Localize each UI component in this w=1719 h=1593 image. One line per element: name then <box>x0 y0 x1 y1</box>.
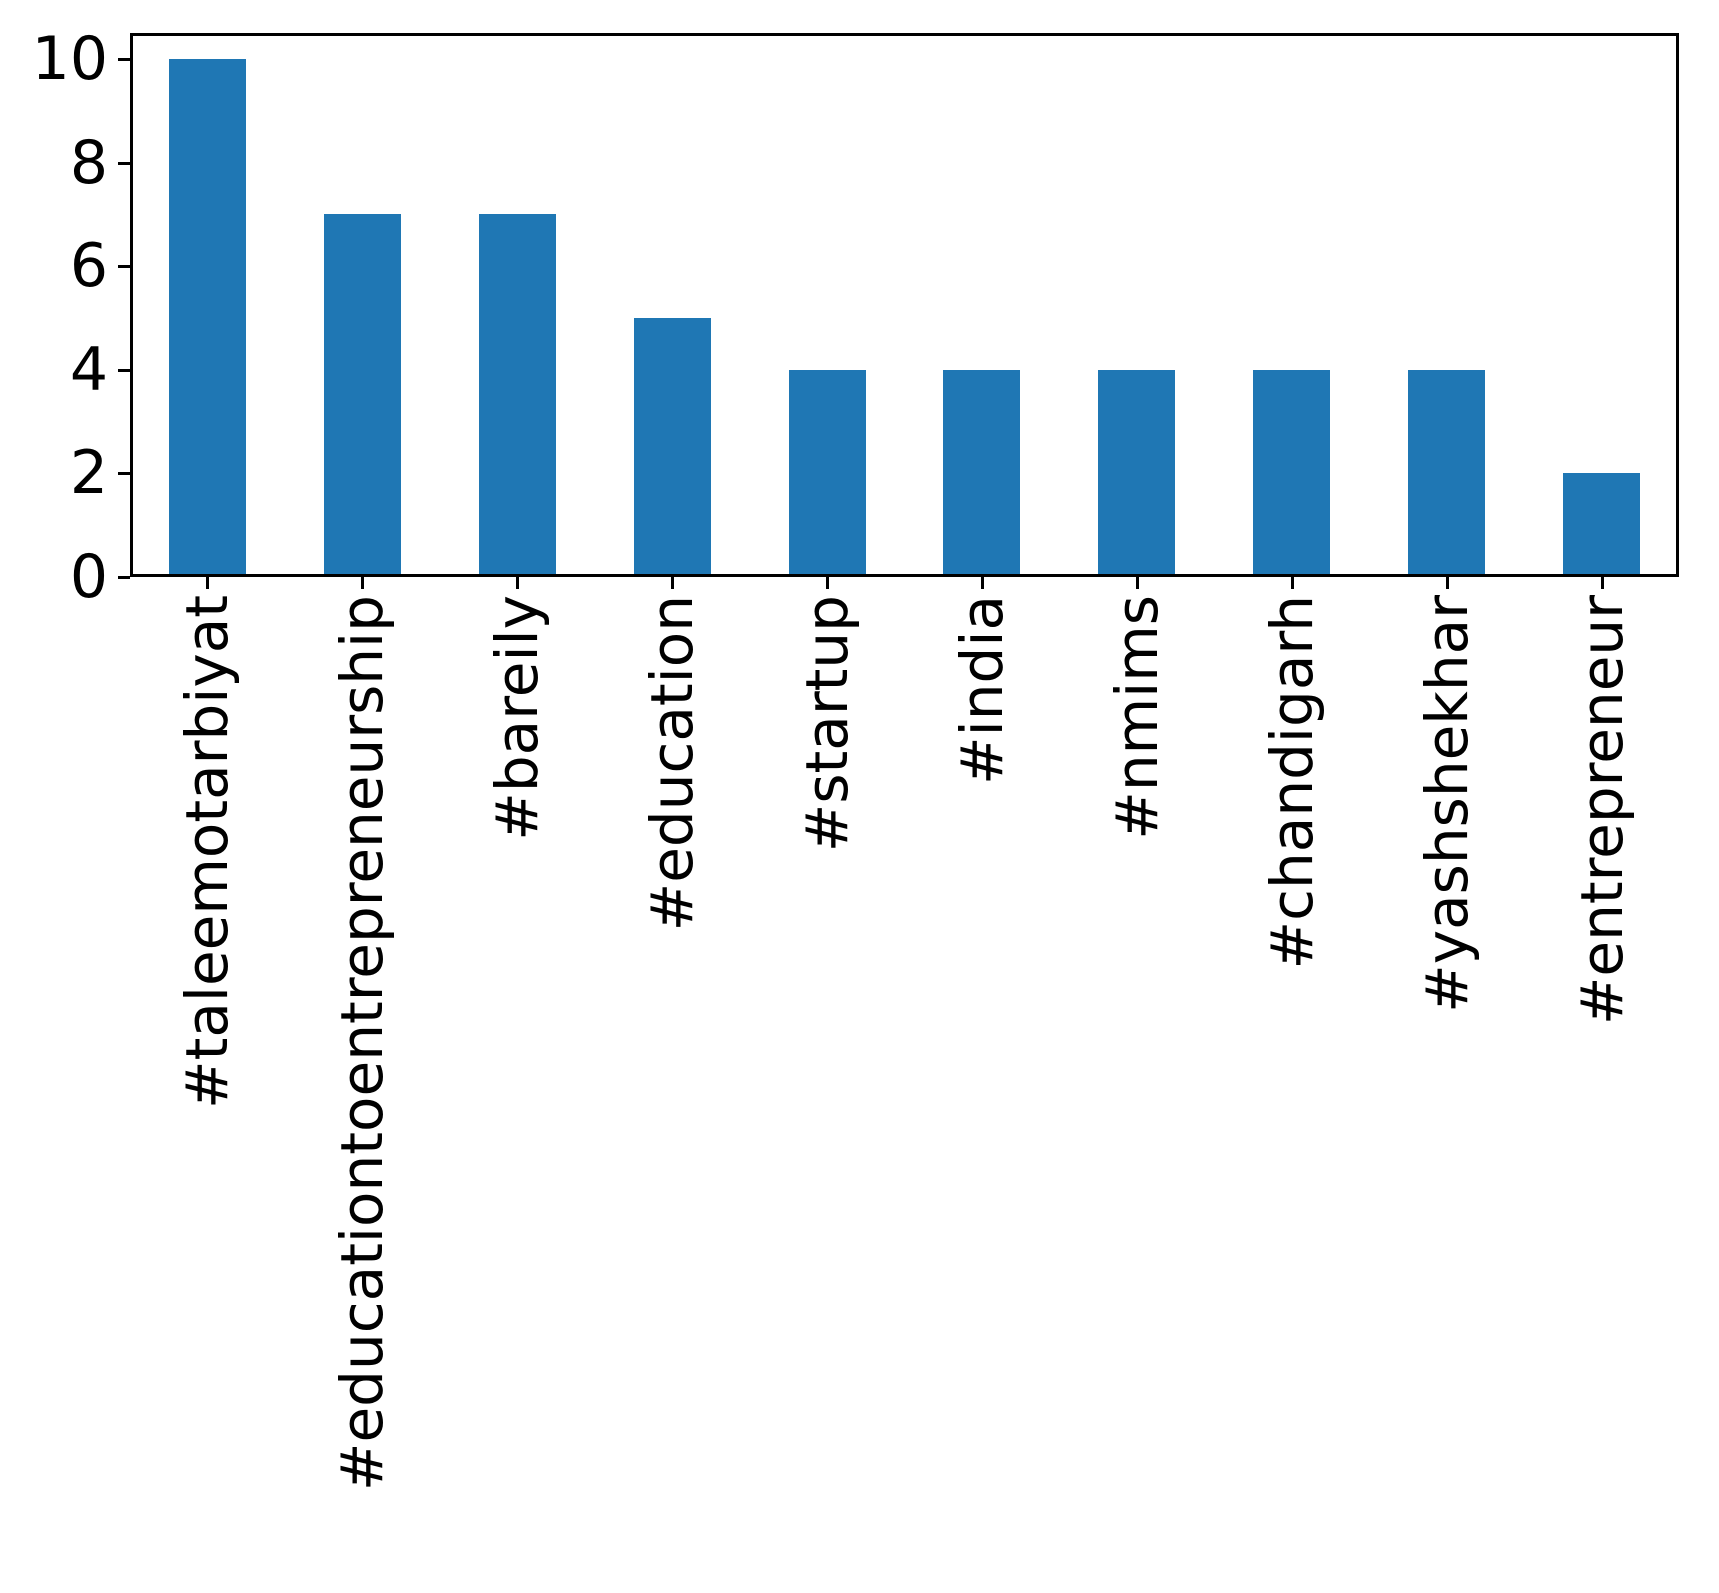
x-tick-mark <box>361 577 364 589</box>
y-tick-mark <box>118 369 130 372</box>
y-tick-label: 8 <box>69 128 108 198</box>
x-tick-mark <box>1291 577 1294 589</box>
y-tick-mark <box>118 58 130 61</box>
y-tick-label: 6 <box>69 231 108 301</box>
bar <box>1408 370 1485 577</box>
y-tick-mark <box>118 162 130 165</box>
x-tick-mark <box>516 577 519 589</box>
x-tick-mark <box>1446 577 1449 589</box>
x-tick-mark <box>981 577 984 589</box>
x-tick-mark <box>671 577 674 589</box>
bar <box>1098 370 1175 577</box>
x-tick-mark <box>1601 577 1604 589</box>
x-tick-mark <box>826 577 829 589</box>
x-tick-label: #education <box>638 595 706 932</box>
y-tick-label: 10 <box>31 24 108 94</box>
x-tick-mark <box>1136 577 1139 589</box>
x-tick-label: #chandigarh <box>1258 595 1326 970</box>
x-tick-label: #educationtoentrepreneurship <box>328 595 396 1492</box>
x-tick-label: #startup <box>793 595 861 853</box>
x-tick-label: #taleemotarbiyat <box>173 595 241 1110</box>
y-tick-label: 0 <box>69 542 108 612</box>
bar <box>943 370 1020 577</box>
bar <box>324 214 401 577</box>
bar <box>789 370 866 577</box>
bar <box>634 318 711 577</box>
bar <box>479 214 556 577</box>
x-tick-label: #entrepreneur <box>1568 595 1636 1026</box>
y-tick-label: 2 <box>69 438 108 508</box>
x-tick-label: #nmims <box>1103 595 1171 840</box>
plot-area <box>130 33 1679 577</box>
bar <box>1253 370 1330 577</box>
x-tick-label: #bareily <box>483 595 551 841</box>
x-tick-label: #yashshekhar <box>1413 595 1481 1013</box>
x-tick-label: #india <box>948 595 1016 785</box>
bar <box>169 59 246 577</box>
y-tick-mark <box>118 472 130 475</box>
y-tick-label: 4 <box>69 335 108 405</box>
y-tick-mark <box>118 265 130 268</box>
bar <box>1563 473 1640 577</box>
y-tick-mark <box>118 576 130 579</box>
x-tick-mark <box>206 577 209 589</box>
